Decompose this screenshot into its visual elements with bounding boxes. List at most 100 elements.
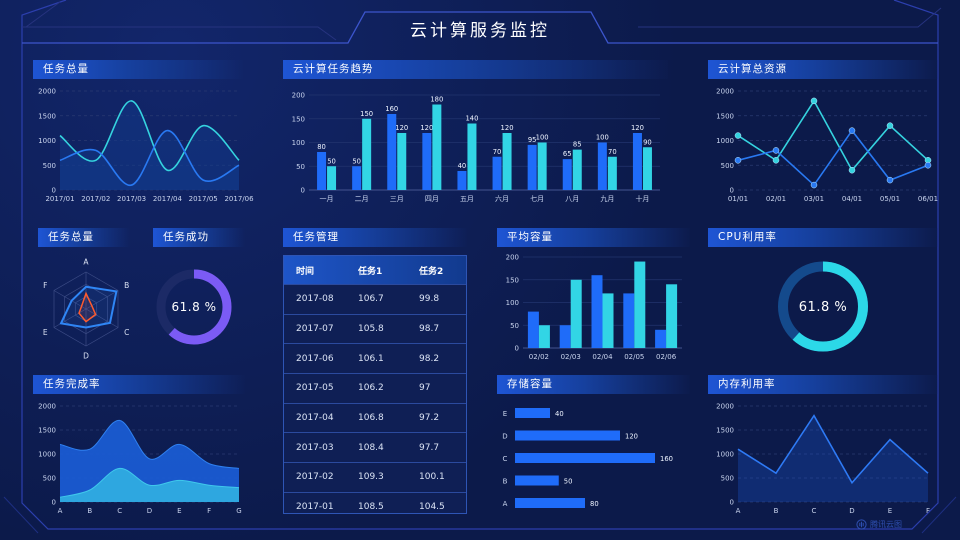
svg-text:85: 85 bbox=[573, 141, 582, 149]
table-cell: 2017-02 bbox=[296, 472, 334, 483]
table-cell: 108.4 bbox=[358, 442, 384, 453]
svg-text:200: 200 bbox=[506, 254, 519, 262]
svg-text:02/04: 02/04 bbox=[592, 353, 613, 361]
table-header-row: 时间 任务1 任务2 bbox=[284, 256, 466, 284]
svg-text:一月: 一月 bbox=[320, 195, 334, 203]
svg-text:500: 500 bbox=[721, 475, 734, 483]
svg-text:0: 0 bbox=[515, 345, 519, 353]
svg-text:1500: 1500 bbox=[38, 427, 56, 435]
svg-text:六月: 六月 bbox=[495, 194, 509, 203]
svg-text:C: C bbox=[503, 455, 508, 463]
panel-title: 任务成功 bbox=[163, 231, 209, 243]
svg-text:B: B bbox=[124, 281, 129, 290]
svg-text:1500: 1500 bbox=[38, 112, 56, 120]
avg-capacity-bar-chart: 0 50 100 150 200 02/02 02/03 02/04 02/05 02/06 bbox=[497, 247, 690, 366]
svg-text:01/01: 01/01 bbox=[728, 195, 748, 203]
svg-text:200: 200 bbox=[292, 92, 305, 100]
table-cell: 97 bbox=[419, 383, 431, 394]
svg-text:90: 90 bbox=[643, 138, 652, 146]
panel-header-cpu: CPU利用率 bbox=[708, 228, 938, 247]
svg-text:四月: 四月 bbox=[425, 195, 439, 203]
completion-chart: 0 500 1000 1500 2000 A B C D E F G bbox=[38, 403, 242, 516]
table-cell: 104.5 bbox=[419, 502, 445, 513]
svg-text:2017/01: 2017/01 bbox=[45, 195, 74, 203]
svg-text:50: 50 bbox=[296, 163, 305, 171]
resource-line-chart: 0 500 1000 1500 2000 01/01 02/01 03/01 04/01 05/0… bbox=[708, 79, 938, 210]
task-radar-chart: A B C D E F bbox=[33, 247, 135, 367]
task_total-chart: 0 500 1000 1500 2000 2017/01 2017/02 2017/03 201… bbox=[38, 88, 254, 204]
svg-text:120: 120 bbox=[631, 124, 644, 132]
svg-text:D: D bbox=[83, 352, 89, 361]
svg-text:2017/06: 2017/06 bbox=[224, 195, 254, 203]
panel-header-resource: 云计算总资源 bbox=[708, 60, 938, 79]
svg-text:D: D bbox=[147, 507, 152, 515]
svg-text:2000: 2000 bbox=[716, 403, 734, 411]
svg-text:1000: 1000 bbox=[716, 451, 734, 459]
svg-text:0: 0 bbox=[301, 187, 305, 195]
svg-text:100: 100 bbox=[506, 299, 519, 307]
svg-text:500: 500 bbox=[43, 162, 56, 170]
panel-header-task-radar: 任务总量 bbox=[38, 228, 130, 247]
table-cell: 106.2 bbox=[358, 383, 384, 394]
svg-text:180: 180 bbox=[430, 96, 443, 104]
memory-chart: 0 500 1000 1500 2000 A B C D E F bbox=[716, 403, 930, 516]
svg-text:50: 50 bbox=[564, 478, 573, 486]
table-cell: 2017-06 bbox=[296, 353, 334, 364]
table-cell: 105.8 bbox=[358, 324, 384, 335]
svg-text:1000: 1000 bbox=[716, 137, 734, 145]
panel-title: 任务完成率 bbox=[43, 378, 101, 390]
table-cell: 109.3 bbox=[358, 472, 384, 483]
svg-text:五月: 五月 bbox=[460, 195, 474, 203]
svg-text:02/01: 02/01 bbox=[766, 195, 786, 203]
svg-text:95: 95 bbox=[528, 136, 537, 144]
table-cell: 2017-07 bbox=[296, 324, 334, 335]
svg-text:2000: 2000 bbox=[716, 88, 734, 96]
svg-text:160: 160 bbox=[660, 455, 673, 463]
svg-text:2017/04: 2017/04 bbox=[153, 195, 183, 203]
panel-title: 任务总量 bbox=[48, 231, 94, 243]
svg-text:500: 500 bbox=[43, 475, 56, 483]
panel-title: 云计算任务趋势 bbox=[293, 63, 374, 75]
svg-text:100: 100 bbox=[596, 134, 609, 142]
table-row: 2017-08 106.7 99.8 bbox=[284, 284, 466, 314]
task-total-line-chart: 0 500 1000 1500 2000 2017/01 2017/02 2017/03 201… bbox=[33, 79, 254, 210]
svg-text:50: 50 bbox=[510, 322, 519, 330]
svg-text:E: E bbox=[503, 410, 507, 418]
svg-text:04/01: 04/01 bbox=[842, 195, 862, 203]
svg-text:03/01: 03/01 bbox=[804, 195, 824, 203]
trend-bar-chart: 0 50 100 150 200 一月 二月 三月 四月 五月 六月 七月 八月 九月 十月 80 50 160 1… bbox=[283, 79, 668, 210]
svg-text:0: 0 bbox=[52, 187, 56, 195]
table-cell: 98.7 bbox=[419, 324, 440, 335]
svg-text:C: C bbox=[812, 507, 817, 515]
svg-text:三月: 三月 bbox=[390, 195, 404, 203]
svg-text:七月: 七月 bbox=[530, 194, 544, 203]
memory-line-chart: 0 500 1000 1500 2000 A B C D E F bbox=[708, 394, 938, 520]
table-cell: 97.2 bbox=[419, 413, 440, 424]
table-header-cell: 时间 bbox=[296, 266, 315, 277]
avg-chart: 0 50 100 150 200 02/02 02/03 02/04 02/05 02/06 bbox=[506, 254, 682, 361]
svg-text:B: B bbox=[87, 507, 92, 515]
svg-text:0: 0 bbox=[730, 187, 734, 195]
svg-text:1500: 1500 bbox=[716, 112, 734, 120]
svg-text:120: 120 bbox=[625, 433, 638, 441]
svg-text:A: A bbox=[83, 258, 89, 267]
svg-text:0: 0 bbox=[730, 499, 734, 507]
svg-text:2017/02: 2017/02 bbox=[81, 195, 110, 203]
svg-text:40: 40 bbox=[458, 162, 467, 170]
svg-text:B: B bbox=[503, 478, 508, 486]
svg-text:2000: 2000 bbox=[38, 88, 56, 96]
svg-text:50: 50 bbox=[352, 157, 361, 165]
svg-text:80: 80 bbox=[317, 143, 326, 151]
panel-header-completion: 任务完成率 bbox=[33, 375, 245, 394]
table-row: 2017-06 106.1 98.2 bbox=[284, 343, 466, 374]
svg-text:05/01: 05/01 bbox=[880, 195, 900, 203]
cpu-chart: 61.8 % bbox=[778, 261, 868, 352]
svg-text:2017/03: 2017/03 bbox=[117, 195, 146, 203]
panel-header-task-success: 任务成功 bbox=[153, 228, 245, 247]
table-cell: 99.8 bbox=[419, 294, 440, 305]
svg-text:02/03: 02/03 bbox=[561, 353, 581, 361]
table-row: 2017-03 108.4 97.7 bbox=[284, 432, 466, 463]
svg-text:C: C bbox=[117, 507, 122, 515]
table-cell: 108.5 bbox=[358, 502, 384, 513]
